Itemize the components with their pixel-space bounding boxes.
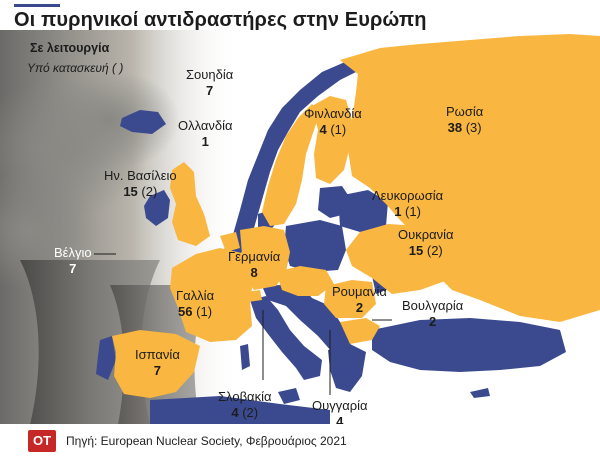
turkey xyxy=(372,318,566,372)
operating-count: 4 xyxy=(231,404,239,420)
nuclear-countries xyxy=(112,34,600,398)
bulgaria xyxy=(340,318,380,344)
label-finland: Φινλανδία 4 (1) xyxy=(304,106,362,137)
label-france: Γαλλία 56 (1) xyxy=(176,288,214,319)
finland xyxy=(312,96,352,184)
construction-count: (2) xyxy=(141,183,158,199)
ot-logo: OT xyxy=(28,430,56,452)
country-name: Γαλλία xyxy=(176,288,215,303)
switzerland xyxy=(246,290,262,302)
construction-count: (1) xyxy=(330,121,347,137)
ukraine xyxy=(346,224,462,294)
label-russia: Ρωσία 38 (3) xyxy=(446,104,483,135)
label-belarus: Λευκορωσία 1 (1) xyxy=(372,188,443,219)
greece xyxy=(328,344,366,392)
north-africa xyxy=(150,396,330,424)
country-name: Λευκορωσία xyxy=(372,188,444,203)
operating-count: 4 xyxy=(336,413,344,429)
label-ukraine: Ουκρανία 15 (2) xyxy=(398,227,454,258)
legend-operating: Σε λειτουργία xyxy=(30,41,110,55)
country-name: Ην. Βασίλειο xyxy=(104,168,177,183)
operating-count: 1 xyxy=(394,203,402,219)
title-accent xyxy=(14,4,60,7)
country-name: Σουηδία xyxy=(186,67,234,82)
page-title: Οι πυρηνικοί αντιδραστήρες στην Ευρώπη xyxy=(14,9,427,31)
uk xyxy=(170,162,210,246)
ireland xyxy=(144,190,170,226)
construction-count: (3) xyxy=(465,119,482,135)
operating-count: 1 xyxy=(201,133,209,149)
italy xyxy=(250,296,322,380)
country-name: Γερμανία xyxy=(228,249,281,264)
label-uk: Ην. Βασίλειο 15 (2) xyxy=(104,168,177,199)
poland xyxy=(284,220,346,272)
operating-count: 2 xyxy=(355,299,364,315)
operating-count: 56 xyxy=(178,303,193,319)
central-europe xyxy=(276,266,334,296)
spain xyxy=(112,330,200,398)
benelux xyxy=(220,232,240,252)
label-bulgaria: Βουλγαρία 2 xyxy=(402,298,463,329)
country-name: Βέλγιο xyxy=(54,245,92,260)
country-name: Βουλγαρία xyxy=(402,298,464,313)
operating-count: 7 xyxy=(206,82,214,98)
construction-count: (2) xyxy=(242,404,259,420)
romania xyxy=(324,280,376,318)
country-name: Ολλανδία xyxy=(178,118,233,133)
operating-count: 2 xyxy=(429,313,437,329)
iceland xyxy=(120,110,166,134)
legend-construction: Υπό κατασκευή ( ) xyxy=(27,61,124,75)
country-name: Φινλανδία xyxy=(304,106,362,121)
label-spain: Ισπανία 7 xyxy=(135,347,180,378)
operating-count: 7 xyxy=(69,260,77,276)
country-name: Ουκρανία xyxy=(398,227,454,242)
country-name: Ουγγαρία xyxy=(312,398,368,413)
operating-count: 7 xyxy=(153,362,162,378)
country-name: Ρουμανία xyxy=(332,284,387,299)
country-name: Σλοβακία xyxy=(218,389,272,404)
non-nuclear-land xyxy=(96,62,566,424)
source-text: Πηγή: European Nuclear Society, Φεβρουάρ… xyxy=(66,434,347,448)
label-belgium: Βέλγιο 7 xyxy=(54,245,92,276)
label-hungary: Ουγγαρία 4 xyxy=(312,398,368,429)
belarus-region xyxy=(338,190,388,232)
leader-lines xyxy=(94,253,392,395)
construction-count: (1) xyxy=(405,203,421,219)
cyprus xyxy=(470,388,490,398)
country-name: Ισπανία xyxy=(135,347,180,362)
norway xyxy=(218,62,356,262)
label-slovakia: Σλοβακία 4 (2) xyxy=(218,389,271,420)
country-name: Ρωσία xyxy=(446,104,484,119)
label-netherlands: Ολλανδία 1 xyxy=(178,118,233,149)
operating-count: 4 xyxy=(319,121,327,137)
operating-count: 15 xyxy=(408,242,424,258)
operating-count: 8 xyxy=(250,264,258,280)
france xyxy=(170,248,254,342)
construction-count: (2) xyxy=(426,242,443,258)
label-sweden: Σουηδία 7 xyxy=(186,67,233,98)
operating-count: 15 xyxy=(123,183,138,199)
label-romania: Ρουμανία 2 xyxy=(332,284,387,315)
construction-count: (1) xyxy=(196,303,213,319)
sicily xyxy=(278,388,300,404)
operating-count: 38 xyxy=(447,119,463,135)
footer xyxy=(0,424,600,474)
portugal xyxy=(96,336,116,380)
sardinia xyxy=(240,344,250,370)
label-germany: Γερμανία 8 xyxy=(228,249,280,280)
russia xyxy=(340,34,600,322)
sweden xyxy=(262,104,320,226)
